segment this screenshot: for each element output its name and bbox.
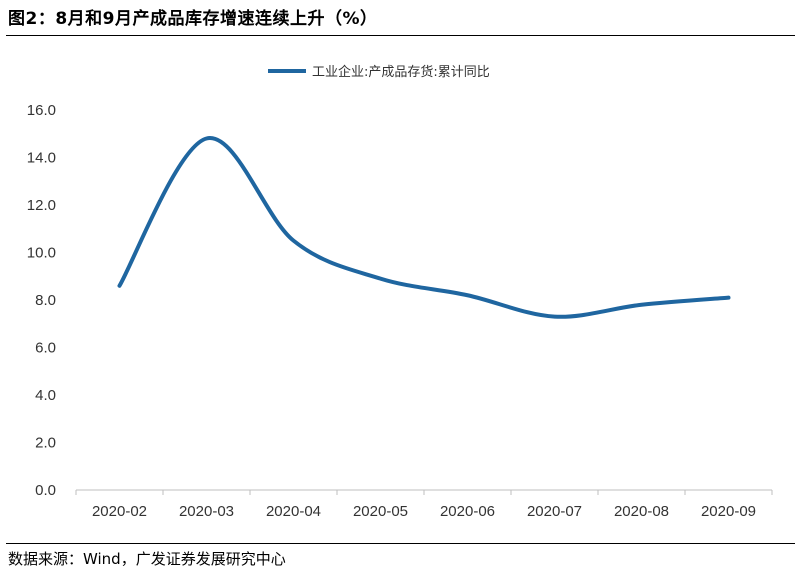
x-tick-label: 2020-07 xyxy=(527,503,582,520)
x-tick-label: 2020-09 xyxy=(701,503,756,520)
data-point xyxy=(466,293,470,297)
y-axis: 0.0 2.0 4.0 6.0 8.0 10.0 12.0 14.0 16.0 xyxy=(27,102,56,499)
y-tick-label: 6.0 xyxy=(35,340,56,357)
data-point xyxy=(118,284,122,288)
data-point xyxy=(553,315,557,319)
y-tick-label: 4.0 xyxy=(35,387,56,404)
y-tick-label: 16.0 xyxy=(27,102,56,119)
y-tick-label: 14.0 xyxy=(27,150,56,167)
data-point xyxy=(727,296,731,300)
figure-title: 图2：8月和9月产成品库存增速连续上升（%） xyxy=(8,9,378,29)
y-tick-label: 2.0 xyxy=(35,435,56,452)
top-rule xyxy=(6,35,795,36)
y-tick-label: 0.0 xyxy=(35,482,56,499)
data-point xyxy=(205,137,209,141)
x-tick-label: 2020-06 xyxy=(440,503,495,520)
data-point xyxy=(640,303,644,307)
y-tick-label: 10.0 xyxy=(27,245,56,262)
x-tick-label: 2020-05 xyxy=(353,503,408,520)
x-tick-label: 2020-08 xyxy=(614,503,669,520)
y-tick-label: 8.0 xyxy=(35,292,56,309)
legend-label: 工业企业:产成品存货:累计同比 xyxy=(312,64,490,80)
plot-area xyxy=(117,136,731,319)
x-tick-label: 2020-03 xyxy=(179,503,234,520)
series-line xyxy=(117,136,731,319)
data-point xyxy=(379,277,383,281)
bottom-rule xyxy=(6,543,795,544)
y-tick-label: 12.0 xyxy=(27,197,56,214)
x-axis: 2020-02 2020-03 2020-04 2020-05 2020-06 2020-… xyxy=(75,489,773,520)
data-point xyxy=(292,239,296,243)
source-note: 数据来源：Wind，广发证券发展研究中心 xyxy=(8,550,286,568)
x-tick-label: 2020-02 xyxy=(92,503,147,520)
legend: 工业企业:产成品存货:累计同比 xyxy=(268,64,490,80)
x-tick-label: 2020-04 xyxy=(266,503,321,520)
